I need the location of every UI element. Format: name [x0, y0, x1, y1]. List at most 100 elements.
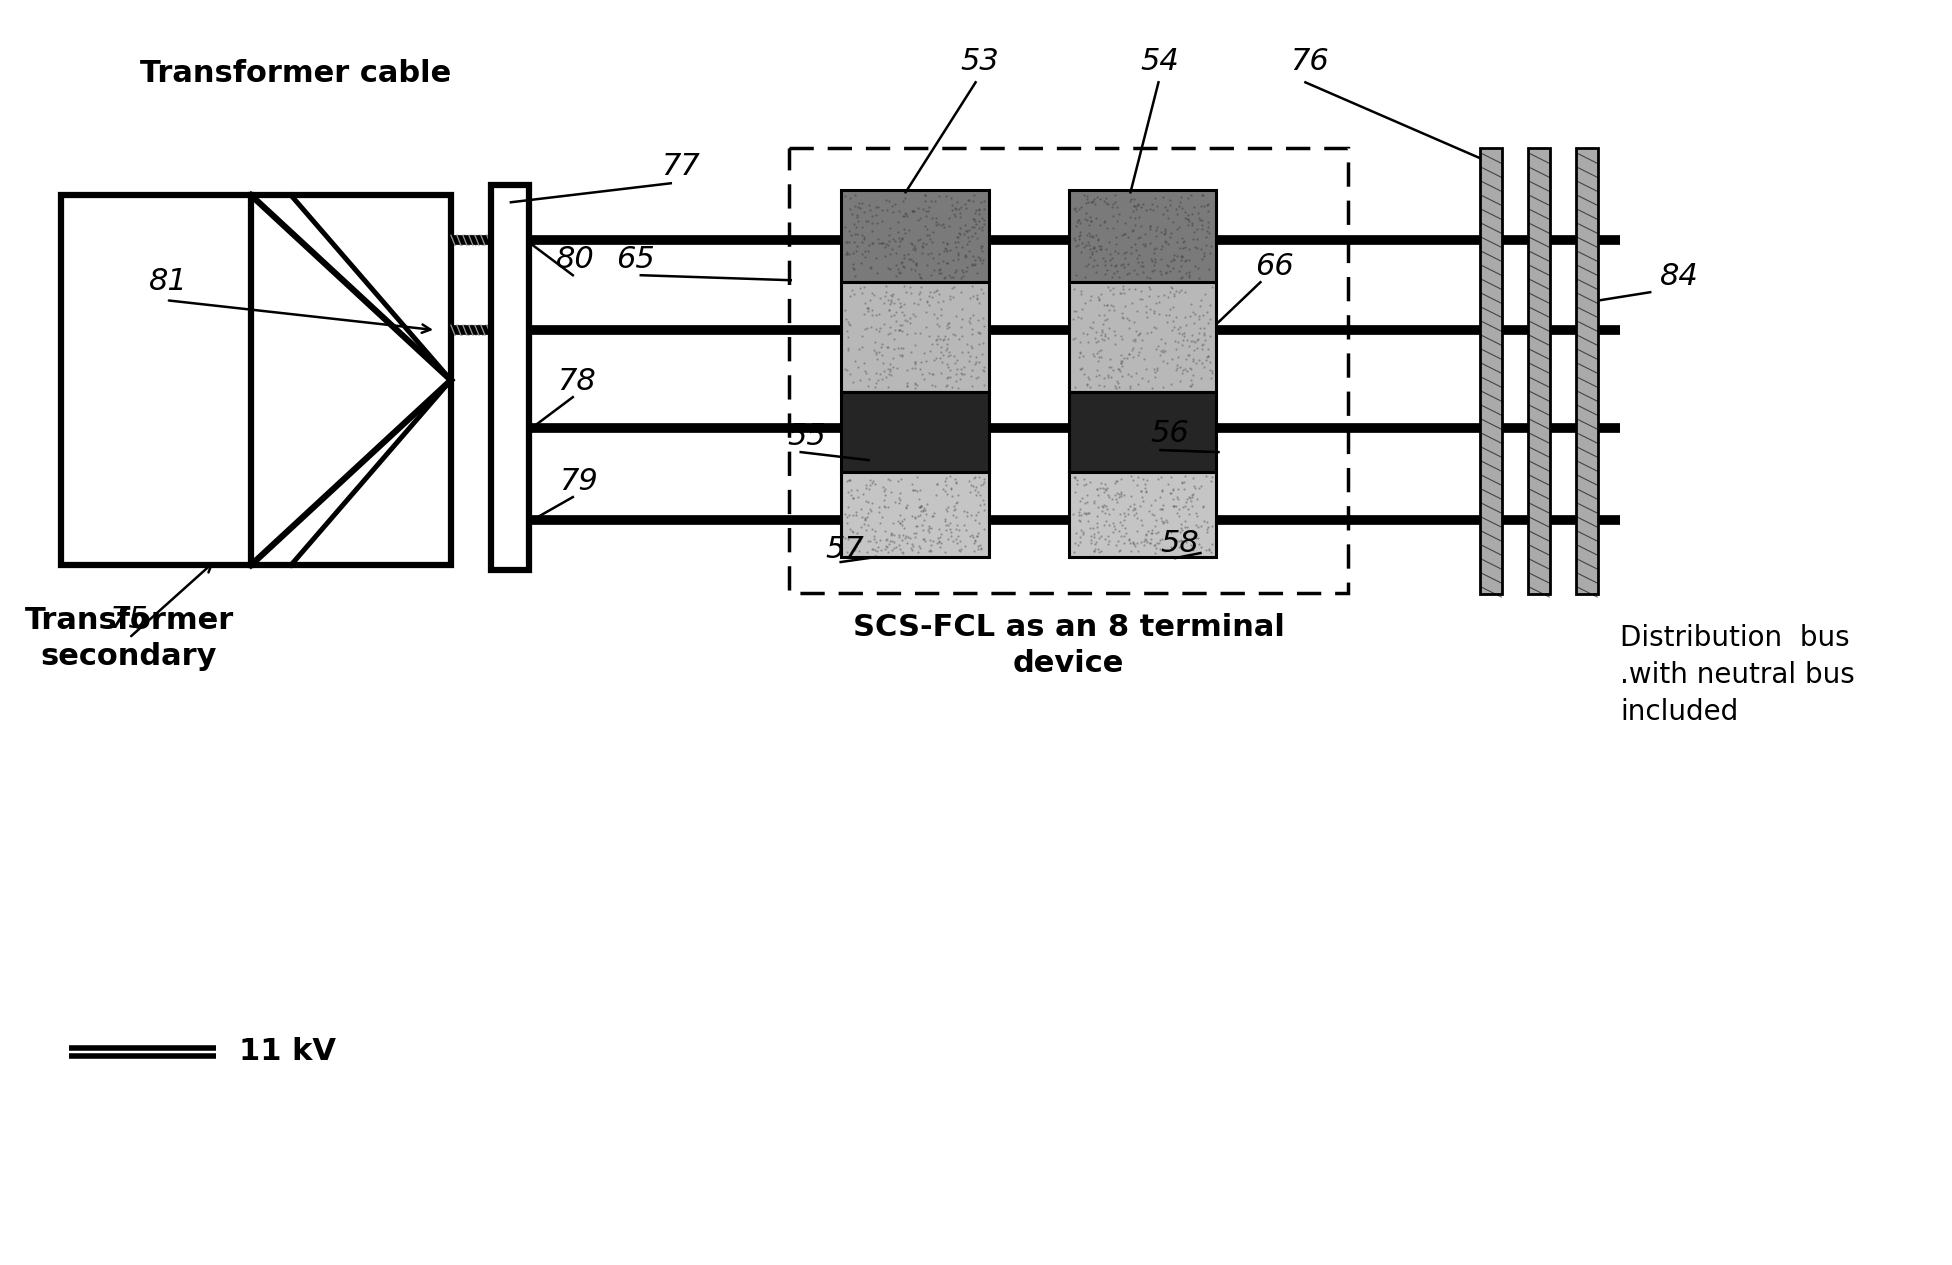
Point	[929, 468, 960, 488]
Point	[845, 500, 876, 520]
Point	[943, 484, 974, 505]
Point	[894, 528, 925, 548]
Point	[1115, 191, 1146, 211]
Point	[1165, 335, 1197, 355]
Point	[1093, 328, 1124, 348]
Point	[876, 229, 908, 249]
Point	[871, 276, 902, 296]
Point	[921, 326, 953, 347]
Point	[1185, 536, 1216, 557]
Point	[853, 368, 884, 388]
Point	[1109, 257, 1140, 277]
Point	[1175, 376, 1206, 396]
Point	[1161, 245, 1193, 266]
Point	[845, 531, 876, 552]
Point	[861, 248, 892, 268]
Point	[1150, 233, 1181, 253]
Point	[1171, 516, 1202, 536]
Point	[1169, 263, 1200, 283]
Point	[919, 304, 951, 324]
Point	[855, 200, 886, 220]
Point	[943, 378, 974, 398]
Point	[1122, 252, 1154, 272]
Point	[941, 533, 972, 553]
Point	[931, 315, 962, 335]
Point	[1152, 353, 1183, 373]
Point	[1124, 226, 1156, 247]
Point	[1140, 318, 1171, 338]
Point	[1156, 320, 1187, 340]
Point	[919, 486, 951, 506]
Point	[1144, 534, 1175, 554]
Point	[871, 282, 902, 302]
Point	[1083, 235, 1115, 256]
Point	[908, 529, 939, 549]
Point	[943, 199, 974, 219]
Point	[851, 297, 882, 318]
Point	[841, 218, 873, 238]
Point	[1146, 481, 1177, 501]
Point	[1081, 350, 1113, 371]
Point	[933, 264, 964, 285]
Point	[1165, 522, 1197, 543]
Point	[917, 209, 949, 229]
Text: 80: 80	[556, 245, 595, 275]
Point	[1118, 533, 1150, 553]
Point	[1197, 277, 1228, 297]
Point	[956, 216, 988, 237]
Point	[847, 244, 878, 264]
Point	[919, 503, 951, 524]
Point	[953, 190, 984, 210]
Point	[855, 500, 886, 520]
Point	[835, 225, 867, 245]
Point	[1118, 188, 1150, 209]
Point	[832, 233, 863, 253]
Point	[1126, 510, 1158, 530]
Point	[958, 526, 990, 546]
Point	[1128, 194, 1159, 214]
Point	[1085, 329, 1117, 349]
Point	[849, 520, 880, 540]
Point	[964, 474, 996, 495]
Point	[908, 199, 939, 219]
Point	[923, 519, 955, 539]
Point	[855, 258, 886, 278]
Point	[1165, 249, 1197, 269]
Point	[1064, 526, 1095, 546]
Point	[958, 530, 990, 550]
Point	[888, 219, 919, 239]
Point	[1152, 200, 1183, 220]
Point	[943, 539, 974, 559]
Point	[1138, 505, 1169, 525]
Point	[900, 306, 931, 326]
Point	[966, 539, 997, 559]
Point	[1191, 234, 1222, 254]
Point	[962, 288, 994, 309]
Point	[865, 321, 896, 342]
Point	[1093, 357, 1124, 377]
Point	[873, 541, 904, 562]
Point	[931, 319, 962, 339]
Point	[966, 344, 997, 364]
Point	[1085, 526, 1117, 546]
Point	[1167, 520, 1199, 540]
Point	[1113, 503, 1144, 524]
Point	[867, 233, 898, 253]
Point	[945, 224, 976, 244]
Point	[876, 524, 908, 544]
Point	[949, 248, 980, 268]
Point	[896, 234, 927, 254]
Point	[1081, 478, 1113, 498]
Point	[1163, 261, 1195, 281]
Point	[1083, 374, 1115, 395]
Point	[1136, 524, 1167, 544]
Point	[1191, 226, 1222, 247]
Point	[925, 528, 956, 548]
Point	[1163, 506, 1195, 526]
Point	[919, 330, 951, 350]
Point	[1175, 330, 1206, 350]
Point	[1185, 476, 1216, 496]
Point	[1165, 371, 1197, 391]
Point	[1117, 366, 1148, 386]
Point	[1148, 187, 1179, 207]
